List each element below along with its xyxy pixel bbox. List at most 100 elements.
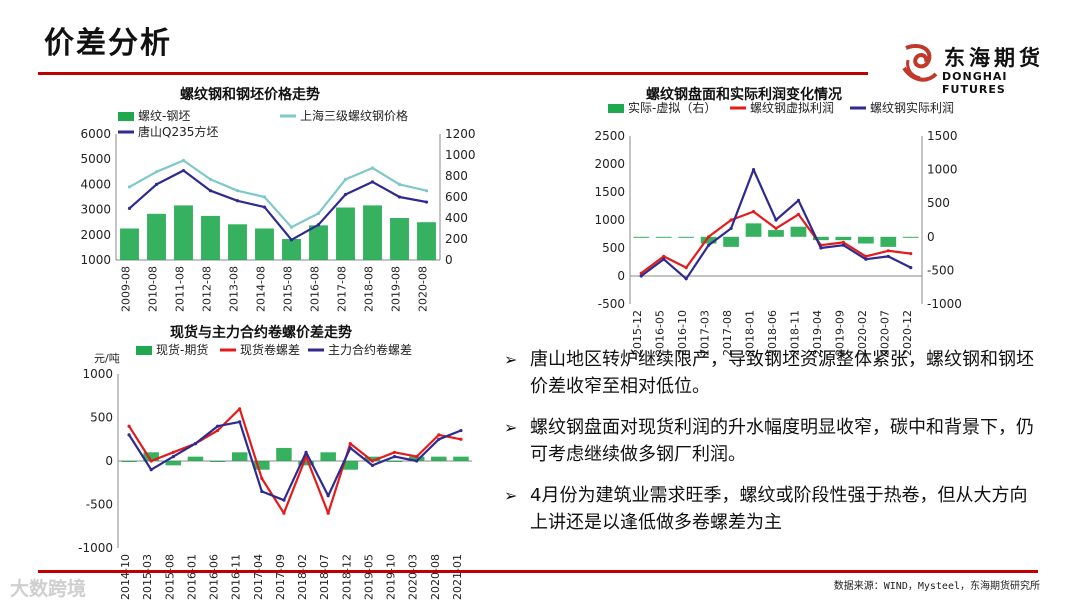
data-point xyxy=(729,218,733,222)
data-point xyxy=(181,168,186,173)
x-tick-label: 2016-08 xyxy=(309,266,322,312)
data-point xyxy=(459,428,463,433)
y-tick-label: -500 xyxy=(86,498,113,512)
y2-tick-label: -1000 xyxy=(927,297,962,311)
bar xyxy=(120,228,139,260)
y-tick-label: -500 xyxy=(598,297,625,311)
y-tick-label: 3000 xyxy=(80,203,111,217)
y2-tick-label: 500 xyxy=(927,196,950,210)
data-point xyxy=(127,433,131,437)
data-point xyxy=(370,166,375,170)
legend-label: 上海三级螺纹钢价格 xyxy=(300,108,408,123)
x-tick-label: 2009-08 xyxy=(120,266,133,312)
chart-steel-billet-price: 螺纹钢和钢坯价格走势 1000 2000 3000 4000 5000 6000 0 200 4… xyxy=(60,82,480,322)
bar xyxy=(201,215,220,260)
data-point xyxy=(909,266,913,270)
y-tick-label: 500 xyxy=(90,411,113,425)
x-tick-label: 2016-05 xyxy=(654,310,667,356)
x-tick-label: 2012-08 xyxy=(201,266,214,312)
x-tick-label: 2018-06 xyxy=(766,310,779,356)
legend-swatch xyxy=(118,112,134,121)
data-point xyxy=(684,277,688,281)
y2-tick-label: 0 xyxy=(445,253,453,267)
data-point xyxy=(289,225,294,229)
data-point xyxy=(260,489,264,494)
company-logo: 东海期货 DONGHAI FUTURES xyxy=(898,40,1058,96)
data-point xyxy=(149,468,153,472)
data-point xyxy=(370,459,375,463)
data-point xyxy=(238,420,242,424)
x-tick-label: 2017-03 xyxy=(699,310,712,356)
bar xyxy=(298,461,314,466)
data-point xyxy=(343,192,348,197)
data-point xyxy=(171,450,175,454)
chart-coil-rebar-spread: 现货与主力合约卷螺价差走势 -1000 -500 0 500 1000 2014-10 20… xyxy=(60,320,490,600)
x-tick-label: 2018-01 xyxy=(744,310,757,356)
bar xyxy=(880,236,897,247)
bar xyxy=(309,225,328,260)
bar xyxy=(254,461,270,470)
bar xyxy=(336,207,355,260)
series-line xyxy=(128,407,462,515)
x-tick-label: 2019-10 xyxy=(385,554,398,600)
y-tick-label: 0 xyxy=(617,269,625,283)
data-point xyxy=(208,177,213,181)
bar xyxy=(390,218,409,260)
data-point xyxy=(171,455,175,459)
x-tick-label: 2018-08 xyxy=(363,266,376,312)
series-line xyxy=(128,420,462,502)
bar xyxy=(633,236,650,238)
data-point xyxy=(326,511,330,515)
legend-label: 螺纹-钢坯 xyxy=(138,109,190,123)
x-tick-label: 2015-12 xyxy=(631,310,644,356)
data-point xyxy=(639,271,643,275)
data-point xyxy=(262,205,267,209)
bar xyxy=(678,236,695,238)
data-point xyxy=(729,226,733,230)
y-tick-label: 6000 xyxy=(80,127,111,141)
data-point xyxy=(370,463,375,467)
bar xyxy=(386,461,403,462)
data-point xyxy=(397,195,402,199)
data-point xyxy=(348,442,352,446)
bar xyxy=(143,452,159,461)
bar xyxy=(408,456,425,461)
bar xyxy=(231,452,248,461)
x-tick-label: 2017-08 xyxy=(721,310,734,356)
x-tick-label: 2018-12 xyxy=(340,554,353,600)
data-point xyxy=(316,223,321,227)
data-point xyxy=(796,198,801,202)
x-tick-label: 2020-02 xyxy=(856,310,869,356)
data-point xyxy=(282,511,286,515)
bar xyxy=(276,447,292,461)
arrow-bullet-icon: ➢ xyxy=(504,486,518,505)
data-point xyxy=(864,257,868,261)
data-point xyxy=(707,235,711,239)
x-tick-label: 2019-04 xyxy=(811,310,824,356)
y-tick-label: 2500 xyxy=(594,129,625,143)
data-point xyxy=(127,424,131,428)
watermark: 大数跨境 xyxy=(10,578,87,600)
data-point xyxy=(841,240,845,244)
data-point xyxy=(235,189,240,193)
bar xyxy=(723,236,739,247)
bar xyxy=(255,228,274,260)
x-tick-label: 2020-08 xyxy=(417,266,430,312)
data-point xyxy=(707,243,711,247)
bullet-list: ➢ 唐山地区转炉继续限产，导致钢坯资源整体紧张，螺纹钢和钢坯价差收窄至相对低位。 … xyxy=(504,346,1034,550)
y-tick-label: 500 xyxy=(602,241,625,255)
x-tick-label: 2019-05 xyxy=(362,554,375,600)
x-tick-label: 2013-08 xyxy=(228,266,241,312)
chart-svg: -500 0 500 1000 1500 2000 2500 -1000 -500 0 500 100… xyxy=(594,100,962,356)
arrow-bullet-icon: ➢ xyxy=(504,350,518,369)
y-tick-label: 1000 xyxy=(80,253,111,267)
logo-cn-text: 东海期货 xyxy=(944,46,1044,70)
legend-swatch xyxy=(608,104,624,113)
y2-tick-label: 1200 xyxy=(445,127,476,141)
chart-svg: -1000 -500 0 500 1000 2014-10 2015-03 2015-08 20… xyxy=(78,342,472,600)
y2-tick-label: 200 xyxy=(445,232,468,246)
data-point xyxy=(819,246,823,250)
x-tick-label: 2018-07 xyxy=(318,554,331,600)
bar xyxy=(453,456,469,461)
y2-tick-label: 400 xyxy=(445,211,468,225)
